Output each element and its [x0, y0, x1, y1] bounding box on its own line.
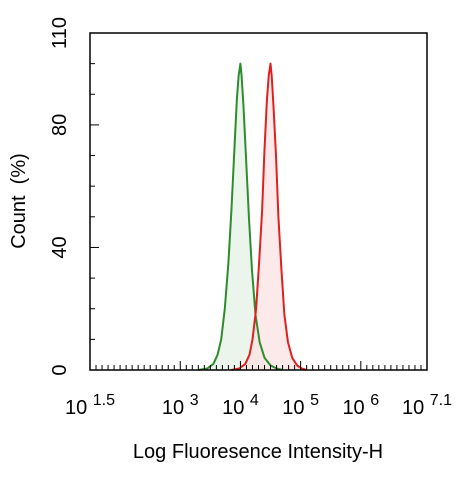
histogram-lines [198, 62, 307, 371]
series-line-1 [198, 62, 283, 371]
x-tick-label: 10 4 [222, 392, 259, 419]
x-tick-label: 10 6 [342, 392, 379, 419]
series-line-2 [231, 62, 307, 371]
x-tick-label: 10 7.1 [402, 392, 452, 419]
y-tick-label: 0 [49, 364, 71, 375]
series-fill-1 [198, 63, 283, 370]
x-axis-title: Log Fluoresence Intensity-H [133, 441, 383, 463]
series-fill-2 [231, 63, 307, 370]
y-axis-ticks: 0 40 80 110 [49, 17, 99, 376]
y-tick-label: 110 [49, 17, 71, 49]
y-axis-title: Count (%) [8, 153, 30, 249]
x-tick-label: 10 3 [162, 392, 199, 419]
y-tick-label: 40 [49, 236, 71, 258]
x-tick-label: 10 1.5 [65, 392, 115, 419]
x-axis-ticks: 10 1.5 10 3 10 4 10 5 10 6 10 7.1 [65, 361, 452, 419]
x-tick-label: 10 5 [282, 392, 319, 419]
histogram-fills [198, 63, 307, 370]
y-tick-label: 80 [49, 114, 71, 136]
